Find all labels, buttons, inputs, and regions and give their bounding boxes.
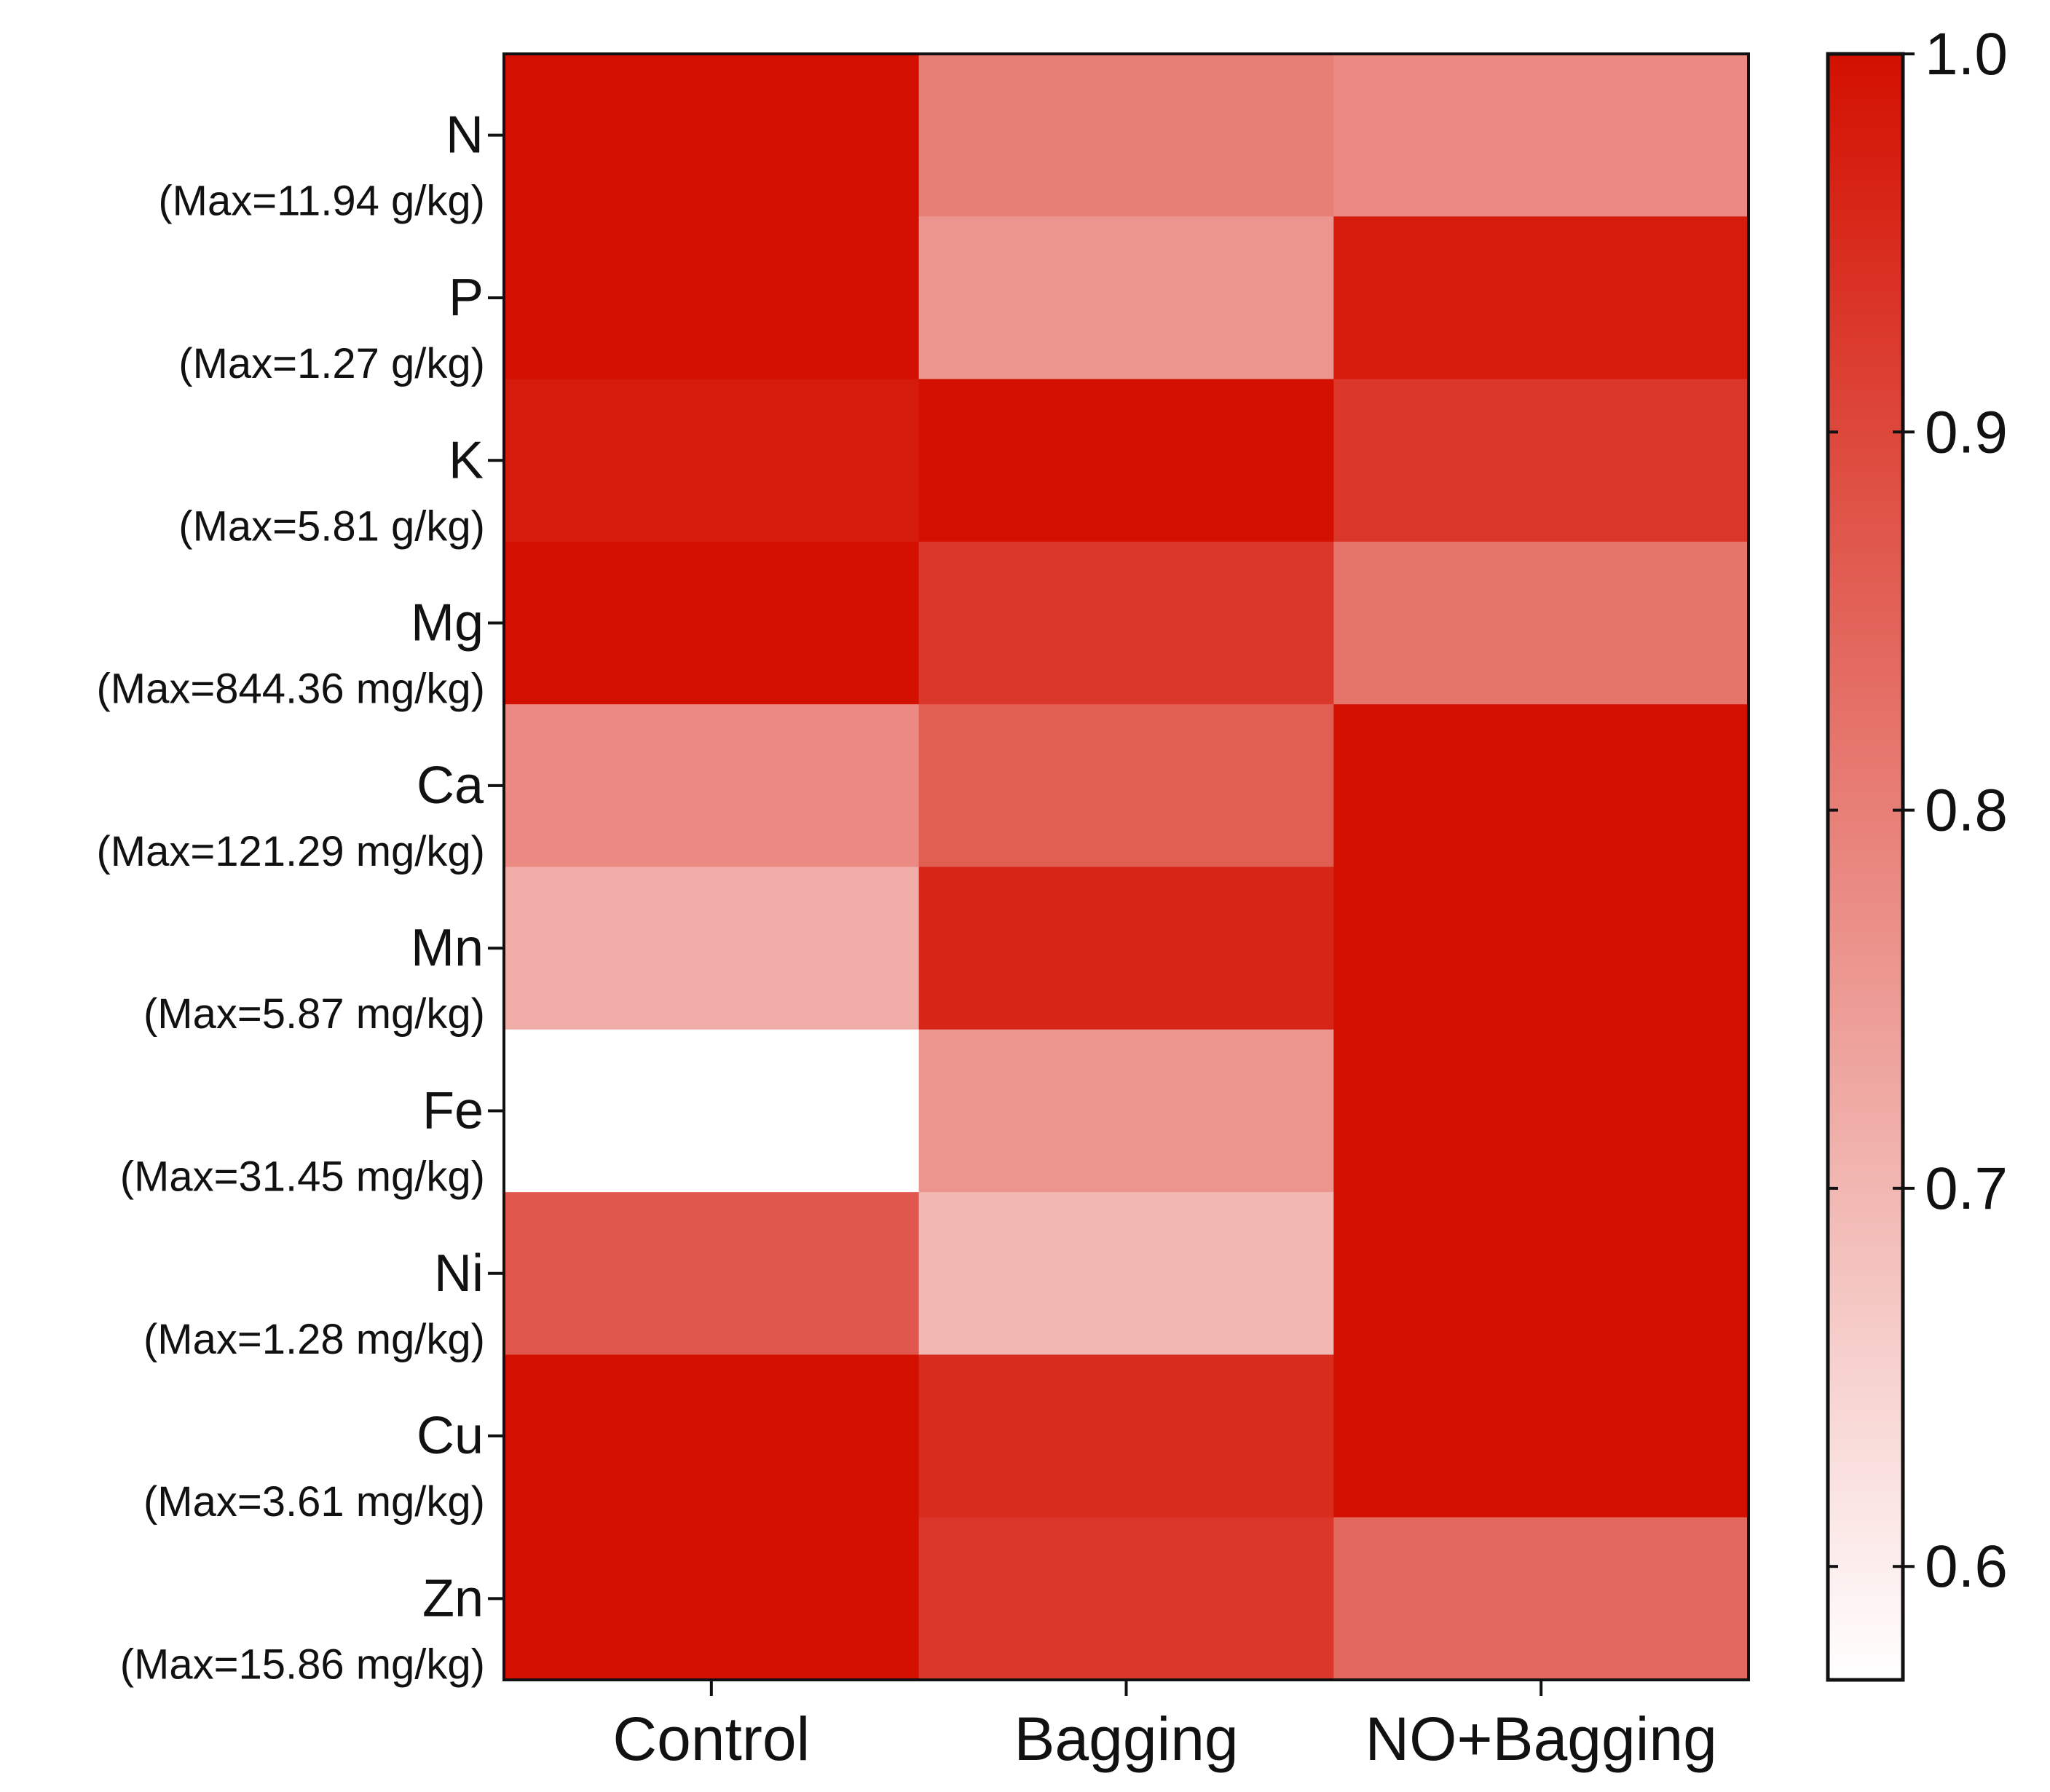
colorbar-ticks: 1.0 0.9 0.8 0.7 0.6 bbox=[1828, 21, 2008, 1600]
row-label-element: Zn bbox=[422, 1569, 484, 1627]
row-label-max: (Max=11.94 g/kg) bbox=[158, 178, 485, 225]
colorbar-tick-label: 0.8 bbox=[1925, 778, 2008, 844]
heatmap-cell bbox=[918, 1192, 1335, 1356]
row-label-element: P bbox=[449, 269, 484, 327]
heatmap-cell bbox=[1333, 1192, 1749, 1356]
colorbar-tick-label: 0.9 bbox=[1925, 399, 2008, 465]
row-label-element: Fe bbox=[422, 1081, 484, 1140]
heatmap-cell bbox=[504, 1354, 920, 1518]
column-label: Control bbox=[612, 1705, 810, 1773]
row-label-element: Mg bbox=[411, 594, 484, 652]
row-label-element: Cu bbox=[417, 1407, 484, 1465]
colorbar-tick-label: 0.6 bbox=[1925, 1534, 2008, 1600]
row-label-element: N bbox=[446, 106, 484, 165]
colorbar-tick-label: 0.7 bbox=[1925, 1156, 2008, 1222]
row-label-max: (Max=1.27 g/kg) bbox=[178, 340, 485, 387]
heatmap-cell bbox=[918, 541, 1335, 705]
row-label-max: (Max=844.36 mg/kg) bbox=[96, 666, 485, 713]
heatmap-cell bbox=[918, 54, 1335, 218]
row-label-max: (Max=15.86 mg/kg) bbox=[120, 1641, 485, 1688]
heatmap-cell bbox=[504, 704, 920, 868]
row-label-max: (Max=31.45 mg/kg) bbox=[120, 1153, 485, 1200]
heatmap-cell bbox=[504, 54, 920, 218]
colorbar-tick-label: 1.0 bbox=[1925, 21, 2008, 87]
heatmap-cells bbox=[504, 54, 1749, 1681]
row-label-max: (Max=5.81 g/kg) bbox=[178, 502, 485, 550]
heatmap-cell bbox=[1333, 867, 1749, 1030]
heatmap-cell bbox=[918, 867, 1335, 1030]
column-label: NO+Bagging bbox=[1365, 1705, 1717, 1773]
row-label-max: (Max=121.29 mg/kg) bbox=[96, 828, 485, 875]
column-label: Bagging bbox=[1014, 1705, 1238, 1773]
heatmap-cell bbox=[918, 1354, 1335, 1518]
heatmap-cell bbox=[1333, 54, 1749, 218]
row-label-element: Ni bbox=[434, 1244, 484, 1303]
heatmap-cell bbox=[504, 216, 920, 380]
heatmap-cell bbox=[504, 541, 920, 705]
heatmap-cell bbox=[504, 1192, 920, 1356]
colorbar bbox=[1826, 52, 1905, 1682]
heatmap-cell bbox=[1333, 216, 1749, 380]
heatmap-cell bbox=[1333, 379, 1749, 542]
heatmap-cell bbox=[504, 1029, 920, 1193]
row-label-max: (Max=5.87 mg/kg) bbox=[143, 990, 485, 1038]
heatmap-cell bbox=[918, 379, 1335, 542]
heatmap-cell bbox=[918, 1029, 1335, 1193]
heatmap-cell bbox=[1333, 541, 1749, 705]
row-label-element: Mn bbox=[411, 919, 484, 977]
row-label-max: (Max=3.61 mg/kg) bbox=[143, 1478, 485, 1525]
row-label-element: Ca bbox=[417, 757, 484, 815]
heatmap-cell bbox=[1333, 704, 1749, 868]
heatmap-cell bbox=[504, 379, 920, 542]
column-labels: Control Bagging NO+Bagging bbox=[612, 1680, 1717, 1773]
row-label-element: K bbox=[449, 431, 484, 489]
heatmap-cell bbox=[1333, 1354, 1749, 1518]
row-label-max: (Max=1.28 mg/kg) bbox=[143, 1316, 485, 1363]
row-labels: N (Max=11.94 g/kg) P (Max=1.27 g/kg) K (Max=5… bbox=[96, 106, 504, 1688]
heatmap-cell bbox=[918, 216, 1335, 380]
heatmap-cell bbox=[504, 1517, 920, 1681]
heatmap-cell bbox=[1333, 1029, 1749, 1193]
heatmap-cell bbox=[504, 867, 920, 1030]
heatmap-cell bbox=[1333, 1517, 1749, 1681]
heatmap-cell bbox=[918, 1517, 1335, 1681]
heatmap-cell bbox=[918, 704, 1335, 868]
